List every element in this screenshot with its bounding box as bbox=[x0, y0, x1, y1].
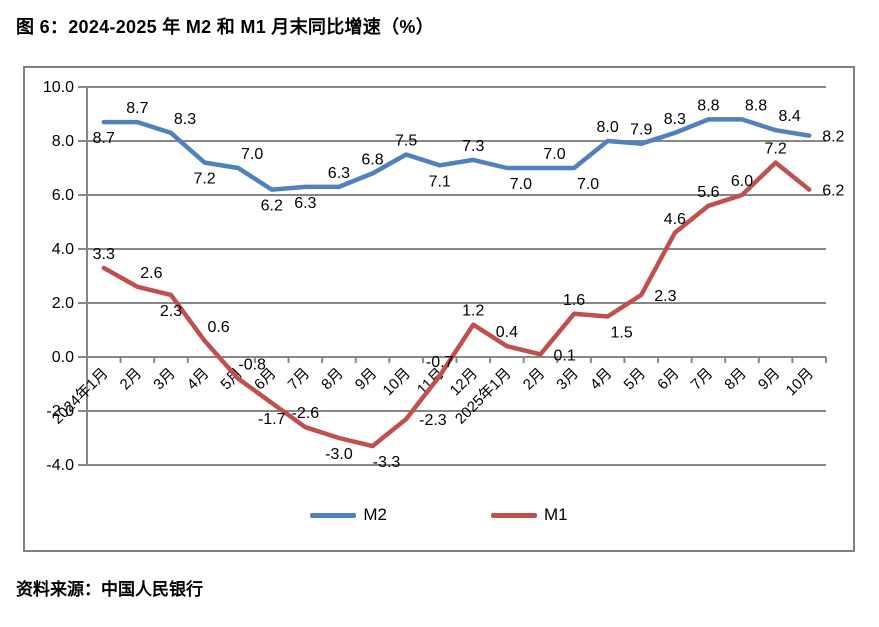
m2-data-label: 8.3 bbox=[664, 111, 686, 128]
m1-data-label: 4.6 bbox=[664, 211, 686, 228]
m1-data-label: 2.6 bbox=[140, 265, 162, 282]
x-axis-label: 8月 bbox=[721, 365, 750, 394]
y-axis-label: 4.0 bbox=[52, 241, 74, 258]
m1-data-label: 3.3 bbox=[93, 246, 115, 263]
x-axis-label: 7月 bbox=[688, 365, 717, 394]
y-axis-label: 8.0 bbox=[52, 133, 74, 150]
m2-data-label: 8.8 bbox=[745, 97, 767, 114]
m1-data-label: -2.3 bbox=[419, 412, 447, 429]
x-axis-label: 2月 bbox=[520, 365, 549, 394]
m2-data-label: 7.3 bbox=[462, 138, 484, 155]
source-note: 资料来源：中国人民银行 bbox=[16, 580, 203, 599]
m1-data-label: -2.6 bbox=[292, 405, 320, 422]
y-axis-label: 2.0 bbox=[52, 295, 74, 312]
m2-data-label: 7.0 bbox=[543, 146, 565, 163]
m2-data-label: 7.0 bbox=[510, 176, 532, 193]
x-axis-label: 8月 bbox=[318, 365, 347, 394]
chart-title: 图 6：2024-2025 年 M2 和 M1 月末同比增速（%） bbox=[16, 17, 435, 37]
chart-frame: 10.0 8.0 6.0 4.0 2.0 0.0 -2.0 -4.0 2024年1月 2月 3月 4月… bbox=[23, 66, 855, 552]
m2-data-label: 8.7 bbox=[93, 130, 115, 147]
y-axis-label: -2.0 bbox=[46, 403, 74, 420]
m1-line-swatch bbox=[491, 512, 537, 518]
m1-data-label: -0.7 bbox=[426, 354, 454, 371]
x-axis-label: 2月 bbox=[117, 365, 146, 394]
m1-data-label: 1.2 bbox=[462, 303, 484, 320]
m1-data-label: 0.6 bbox=[207, 319, 229, 336]
m2-data-label: 8.0 bbox=[597, 119, 619, 136]
m2-data-label: 7.2 bbox=[193, 171, 215, 188]
m1-data-label: 2.3 bbox=[654, 288, 676, 305]
m2-data-label: 8.8 bbox=[697, 97, 719, 114]
legend-item-m1: M1 bbox=[491, 505, 568, 525]
x-axis-label: 10月 bbox=[380, 365, 414, 399]
m2-data-label: 6.3 bbox=[294, 195, 316, 212]
m1-data-label: 0.1 bbox=[553, 347, 575, 364]
m1-data-label: 2.3 bbox=[160, 303, 182, 320]
m2-data-label: 7.1 bbox=[429, 173, 451, 190]
m1-data-label: 5.6 bbox=[697, 184, 719, 201]
m1-data-label: -0.8 bbox=[238, 357, 266, 374]
x-axis-label: 3月 bbox=[553, 365, 582, 394]
m2-data-label: 7.5 bbox=[395, 133, 417, 150]
m1-data-label: -3.0 bbox=[325, 446, 353, 463]
legend-label-m1: M1 bbox=[544, 505, 568, 524]
m2-data-label: 8.3 bbox=[174, 111, 196, 128]
m2-data-label: 7.9 bbox=[630, 122, 652, 139]
x-axis-label: 5月 bbox=[621, 365, 650, 394]
y-axis-label: 6.0 bbox=[52, 187, 74, 204]
m2-data-label: 6.2 bbox=[261, 198, 283, 215]
m2-data-label: 8.4 bbox=[778, 108, 800, 125]
y-axis-label: 10.0 bbox=[43, 79, 74, 96]
m2-data-label: 7.0 bbox=[241, 146, 263, 163]
m2-data-label: 8.7 bbox=[126, 100, 148, 117]
x-axis-label: 9月 bbox=[352, 365, 381, 394]
legend-item-m2: M2 bbox=[310, 505, 387, 525]
m1-data-label: 7.2 bbox=[764, 141, 786, 158]
chart-legend: M2 M1 bbox=[25, 505, 853, 525]
legend-label-m2: M2 bbox=[363, 505, 387, 524]
x-axis-label: 3月 bbox=[150, 365, 179, 394]
x-axis-label: 9月 bbox=[755, 365, 784, 394]
x-axis-label: 2024年1月 bbox=[49, 365, 112, 428]
m1-data-label: -1.7 bbox=[258, 411, 286, 428]
m1-data-label: 0.4 bbox=[496, 324, 518, 341]
m1-data-label: 6.2 bbox=[822, 183, 844, 200]
x-axis-label: 6月 bbox=[654, 365, 683, 394]
y-axis-label: 0.0 bbox=[52, 349, 74, 366]
y-axis-label: -4.0 bbox=[46, 457, 74, 474]
x-axis-label: 7月 bbox=[285, 365, 314, 394]
m1-data-label: 6.0 bbox=[731, 173, 753, 190]
m1-data-label: 1.6 bbox=[563, 292, 585, 309]
m2-data-label: 8.2 bbox=[822, 129, 844, 146]
m2-data-label: 6.8 bbox=[361, 151, 383, 168]
m2-data-label: 6.3 bbox=[328, 165, 350, 182]
x-axis-label: 10月 bbox=[783, 365, 817, 399]
m2-line-swatch bbox=[310, 512, 357, 518]
m1-data-label: 1.5 bbox=[611, 325, 633, 342]
m1-line bbox=[101, 160, 812, 449]
x-axis-label: 4月 bbox=[587, 365, 616, 394]
m1-data-label: -3.3 bbox=[373, 454, 401, 471]
m2-line bbox=[101, 117, 812, 192]
m2-data-label: 7.0 bbox=[577, 176, 599, 193]
x-axis-label: 4月 bbox=[184, 365, 213, 394]
